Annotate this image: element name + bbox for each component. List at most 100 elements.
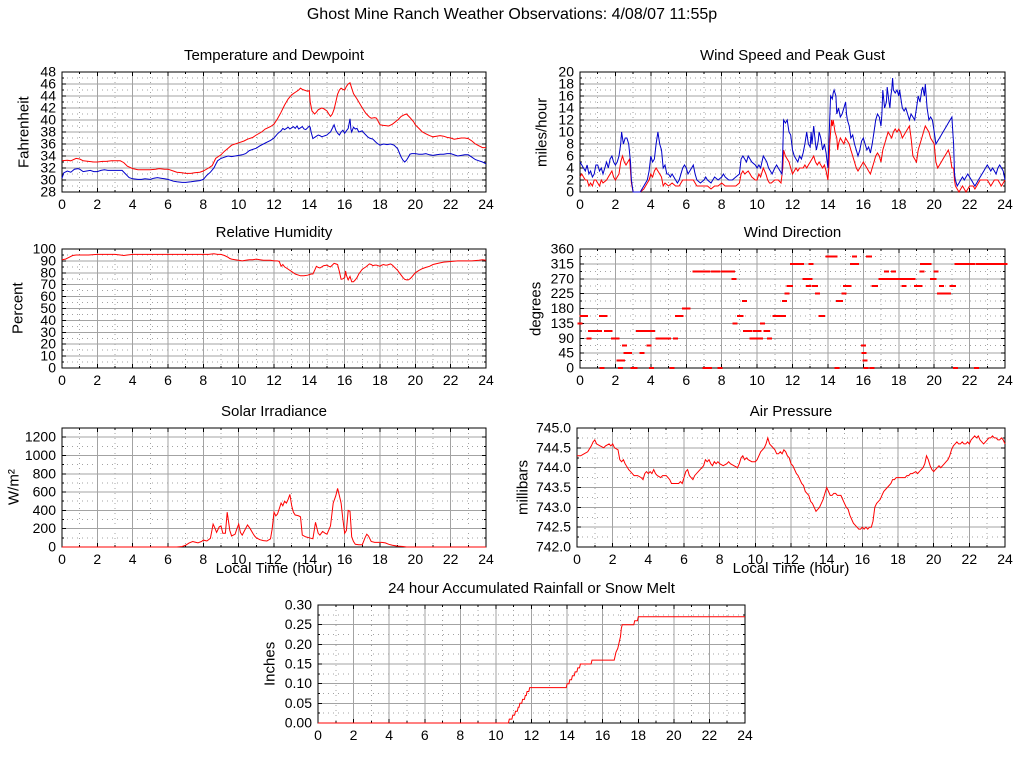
chart-title: Relative Humidity: [215, 224, 333, 241]
svg-text:6: 6: [164, 196, 172, 212]
svg-text:0.20: 0.20: [285, 636, 312, 652]
svg-text:4: 4: [129, 196, 137, 212]
svg-text:6: 6: [164, 551, 172, 567]
svg-text:40: 40: [40, 312, 56, 328]
svg-text:2: 2: [566, 172, 574, 188]
svg-text:18: 18: [890, 551, 906, 567]
svg-text:0: 0: [576, 196, 584, 212]
svg-text:20: 20: [926, 551, 942, 567]
svg-text:12: 12: [266, 196, 282, 212]
svg-text:12: 12: [558, 112, 574, 128]
svg-text:12: 12: [785, 196, 801, 212]
y-axis-label: miles/hour: [533, 97, 551, 167]
svg-text:1200: 1200: [25, 429, 56, 445]
svg-text:225: 225: [551, 285, 575, 301]
svg-text:20: 20: [926, 372, 942, 388]
svg-text:0: 0: [58, 551, 66, 567]
svg-text:20: 20: [926, 196, 942, 212]
chart-title: Solar Irradiance: [221, 403, 327, 420]
chart-title: Temperature and Dewpoint: [183, 47, 365, 64]
svg-text:14: 14: [302, 372, 318, 388]
svg-text:24: 24: [997, 196, 1013, 212]
svg-text:8: 8: [718, 196, 726, 212]
svg-text:0.30: 0.30: [285, 597, 312, 613]
svg-text:20: 20: [666, 727, 682, 743]
svg-text:36: 36: [40, 136, 56, 152]
svg-text:20: 20: [558, 64, 574, 80]
svg-text:4: 4: [129, 551, 137, 567]
svg-text:12: 12: [266, 372, 282, 388]
svg-text:0: 0: [314, 727, 322, 743]
svg-text:18: 18: [372, 196, 388, 212]
svg-text:22: 22: [962, 372, 978, 388]
svg-text:10: 10: [231, 551, 247, 567]
svg-text:4: 4: [647, 196, 655, 212]
svg-text:14: 14: [819, 551, 835, 567]
svg-text:30: 30: [40, 324, 56, 340]
svg-text:12: 12: [524, 727, 540, 743]
svg-text:28: 28: [40, 184, 56, 200]
svg-text:60: 60: [40, 288, 56, 304]
svg-text:745.0: 745.0: [536, 420, 571, 436]
wind-direction-plot-area: 0 2 4 6 8 10 12 14 16 18 20 22 240459013518022527031…: [551, 241, 1013, 389]
solar-irradiance-plot-area: 0 2 4 6 8 10 12 14 16 18 20 22 240200400600800100012…: [25, 427, 494, 567]
svg-text:24: 24: [737, 727, 753, 743]
svg-text:10: 10: [488, 727, 504, 743]
svg-text:18: 18: [372, 372, 388, 388]
svg-text:16: 16: [558, 88, 574, 104]
svg-text:14: 14: [820, 372, 836, 388]
svg-text:12: 12: [783, 551, 799, 567]
svg-text:0.05: 0.05: [285, 695, 312, 711]
svg-text:90: 90: [558, 330, 574, 346]
svg-text:180: 180: [551, 300, 575, 316]
svg-text:40: 40: [40, 112, 56, 128]
svg-text:8: 8: [199, 196, 207, 212]
svg-text:400: 400: [33, 502, 57, 518]
svg-text:16: 16: [595, 727, 611, 743]
svg-text:10: 10: [749, 196, 765, 212]
svg-text:0.15: 0.15: [285, 656, 312, 672]
svg-text:2: 2: [609, 551, 617, 567]
svg-text:742.0: 742.0: [536, 539, 571, 555]
svg-text:44: 44: [40, 88, 56, 104]
chart-title: Air Pressure: [749, 403, 833, 420]
svg-text:10: 10: [231, 372, 247, 388]
svg-text:22: 22: [443, 196, 459, 212]
x-axis-label: Local Time (hour): [215, 560, 333, 577]
y-axis-label: W/m²: [5, 469, 23, 506]
chart-relative-humidity: Relative Humidity Percent 0 2 4 6 8 10 12 14 16 1…: [10, 224, 494, 388]
svg-text:4: 4: [566, 160, 574, 176]
svg-text:0: 0: [566, 360, 574, 376]
svg-text:10: 10: [40, 348, 56, 364]
y-axis-label: millibars: [514, 460, 532, 516]
y-axis-label: Inches: [261, 641, 279, 687]
svg-text:80: 80: [40, 264, 56, 280]
svg-text:0: 0: [573, 551, 581, 567]
svg-text:18: 18: [372, 551, 388, 567]
svg-text:22: 22: [443, 551, 459, 567]
svg-text:0: 0: [566, 184, 574, 200]
svg-text:0: 0: [48, 539, 56, 555]
svg-text:743.5: 743.5: [536, 479, 571, 495]
svg-text:14: 14: [302, 551, 318, 567]
svg-text:800: 800: [33, 465, 57, 481]
svg-text:6: 6: [682, 372, 690, 388]
svg-text:744.0: 744.0: [536, 459, 571, 475]
svg-text:742.5: 742.5: [536, 519, 571, 535]
svg-text:0.10: 0.10: [285, 675, 312, 691]
svg-text:50: 50: [40, 300, 56, 316]
svg-text:14: 14: [820, 196, 836, 212]
svg-text:270: 270: [551, 270, 575, 286]
svg-text:22: 22: [962, 551, 978, 567]
svg-text:22: 22: [962, 196, 978, 212]
svg-text:6: 6: [682, 196, 690, 212]
svg-text:6: 6: [164, 372, 172, 388]
svg-text:16: 16: [856, 196, 872, 212]
svg-text:0.00: 0.00: [285, 715, 312, 731]
svg-text:2: 2: [350, 727, 358, 743]
svg-text:8: 8: [456, 727, 464, 743]
svg-text:6: 6: [566, 148, 574, 164]
svg-text:16: 16: [337, 196, 353, 212]
svg-text:30: 30: [40, 172, 56, 188]
